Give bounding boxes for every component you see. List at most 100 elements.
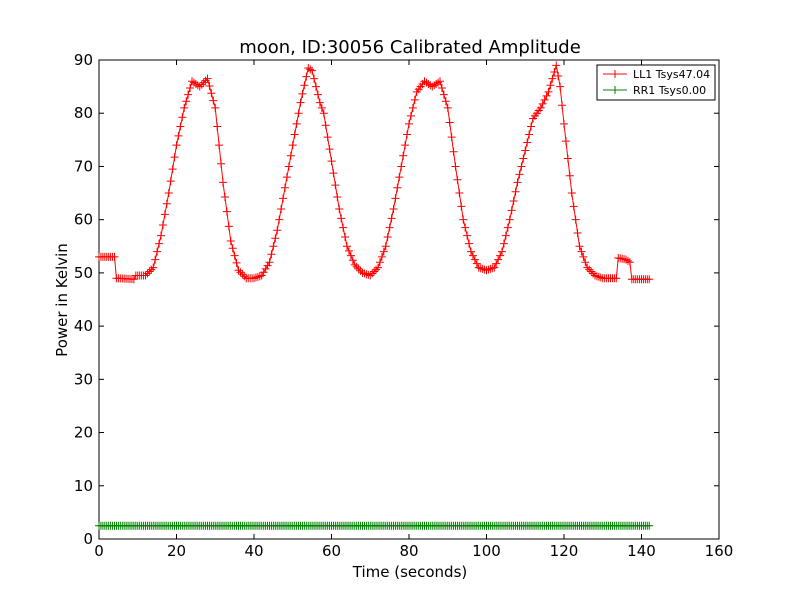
data-point [503, 223, 512, 232]
data-point [577, 247, 586, 256]
x-tick-label: 100 [472, 542, 501, 560]
data-point [308, 66, 317, 75]
data-point [496, 251, 505, 260]
data-point [457, 202, 466, 211]
data-point [180, 103, 189, 112]
data-point [554, 71, 563, 80]
x-tick-label: 140 [627, 542, 656, 560]
data-point [492, 259, 501, 268]
data-point [587, 267, 596, 276]
data-point [544, 87, 553, 96]
data-point [176, 122, 185, 131]
data-point [451, 162, 460, 171]
data-point [389, 205, 398, 214]
data-point [395, 173, 404, 182]
data-point [565, 171, 574, 180]
data-point [403, 130, 412, 139]
series-0 [95, 61, 654, 284]
data-point [550, 67, 559, 76]
data-point [625, 258, 634, 267]
x-tick-label: 80 [399, 542, 418, 560]
data-point [374, 263, 382, 272]
data-point [147, 265, 156, 274]
y-tick-label: 70 [74, 157, 93, 175]
data-point [275, 215, 284, 224]
data-point [313, 90, 322, 99]
data-point [207, 89, 216, 98]
data-point [563, 154, 572, 163]
data-point [538, 99, 547, 108]
data-point [341, 232, 350, 241]
data-point [401, 141, 410, 150]
data-point [476, 264, 485, 273]
data-point [290, 130, 299, 139]
data-point [470, 255, 479, 264]
data-point [515, 170, 524, 179]
data-point [158, 220, 167, 229]
data-point [315, 98, 324, 107]
data-point [215, 141, 224, 150]
data-point [579, 252, 588, 261]
data-point [348, 256, 357, 265]
data-point [203, 74, 212, 83]
data-point [257, 271, 266, 280]
y-tick-label: 60 [74, 211, 93, 229]
data-point [443, 103, 452, 112]
data-point [406, 111, 415, 120]
data-point [259, 268, 268, 277]
data-point [236, 268, 245, 277]
data-point [166, 177, 175, 186]
y-tick-label: 10 [74, 477, 93, 495]
data-point [453, 175, 462, 184]
data-point [277, 205, 286, 214]
data-point [172, 141, 181, 150]
data-point [558, 101, 567, 110]
data-point [573, 228, 582, 237]
data-point [540, 95, 549, 104]
legend-label-ll1: LL1 Tsys47.04 [633, 68, 710, 81]
data-point [178, 113, 187, 122]
data-point [463, 231, 472, 240]
data-point [436, 77, 444, 86]
data-point [455, 189, 464, 198]
data-point [449, 147, 458, 156]
data-point [486, 264, 495, 273]
data-point [594, 272, 603, 281]
data-point [467, 247, 475, 256]
data-point [321, 121, 330, 130]
data-point [265, 258, 274, 267]
data-point [439, 90, 448, 99]
data-point [339, 223, 348, 232]
data-point [219, 178, 227, 187]
data-point [488, 264, 497, 273]
data-point [385, 223, 394, 232]
data-point [478, 264, 487, 273]
data-point [354, 264, 363, 273]
data-point [509, 197, 518, 206]
data-point [255, 272, 264, 281]
data-point [224, 222, 233, 231]
data-point [465, 239, 474, 248]
data-point [561, 137, 570, 146]
data-point [383, 232, 392, 241]
data-point [366, 271, 375, 280]
data-point [162, 199, 171, 208]
x-tick-label: 160 [705, 542, 734, 560]
data-point [405, 119, 413, 128]
data-point [240, 272, 249, 281]
legend: LL1 Tsys47.04 RR1 Tsys0.00 [596, 64, 716, 101]
data-point [350, 260, 359, 269]
data-point [507, 206, 516, 215]
data-point [410, 95, 419, 104]
series-1 [95, 521, 654, 530]
data-point [612, 274, 621, 283]
data-point [186, 83, 195, 92]
data-point [364, 270, 373, 279]
data-point [344, 246, 353, 255]
data-point [575, 242, 584, 251]
data-point [379, 247, 388, 256]
series-layer [95, 61, 654, 530]
data-point [645, 275, 654, 284]
x-tick-label: 20 [167, 542, 186, 560]
data-point [567, 189, 576, 198]
